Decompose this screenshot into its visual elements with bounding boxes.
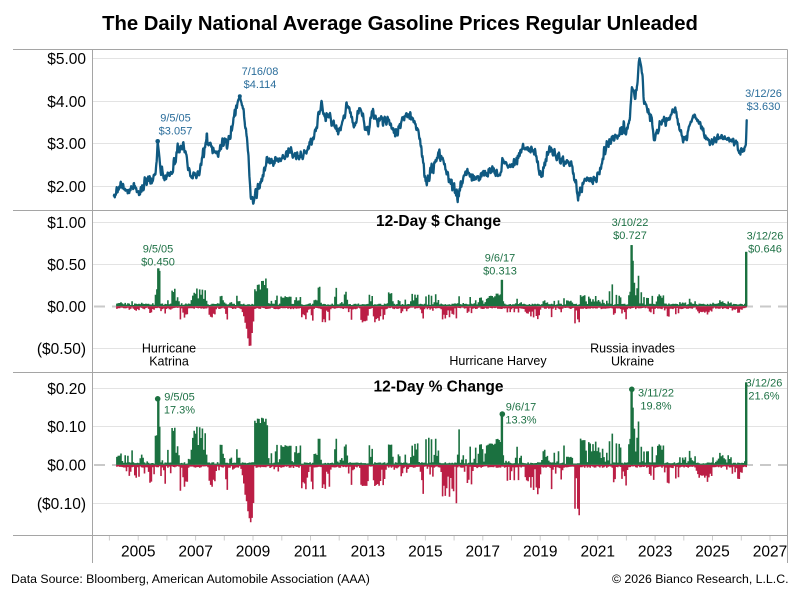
svg-text:$0.313: $0.313: [483, 266, 517, 278]
svg-text:$0.00: $0.00: [47, 299, 86, 316]
svg-text:2017: 2017: [466, 544, 500, 561]
svg-text:2007: 2007: [178, 544, 212, 561]
svg-text:Russia invades: Russia invades: [590, 342, 675, 356]
svg-text:3/10/22: 3/10/22: [612, 217, 649, 229]
svg-text:$3.00: $3.00: [47, 136, 86, 153]
svg-text:12-Day $ Change: 12-Day $ Change: [376, 213, 501, 230]
svg-text:Hurricane Harvey: Hurricane Harvey: [449, 354, 547, 368]
svg-text:13.3%: 13.3%: [505, 415, 536, 427]
svg-text:$0.450: $0.450: [141, 256, 175, 268]
svg-text:The Daily National Average Gas: The Daily National Average Gasoline Pric…: [102, 13, 698, 35]
svg-text:17.3%: 17.3%: [164, 405, 195, 417]
svg-text:2025: 2025: [695, 544, 729, 561]
svg-text:$5.00: $5.00: [47, 51, 86, 68]
svg-text:$4.00: $4.00: [47, 94, 86, 111]
svg-text:2021: 2021: [580, 544, 614, 561]
svg-text:$4.114: $4.114: [244, 79, 277, 91]
svg-text:$0.20: $0.20: [47, 381, 86, 398]
svg-text:Hurricane: Hurricane: [142, 342, 196, 356]
svg-text:$3.630: $3.630: [747, 101, 781, 113]
svg-text:3/12/26: 3/12/26: [746, 378, 783, 390]
svg-text:2027: 2027: [753, 544, 787, 561]
svg-text:2015: 2015: [408, 544, 442, 561]
svg-text:19.8%: 19.8%: [640, 401, 671, 413]
svg-text:3/11/22: 3/11/22: [638, 388, 674, 400]
svg-text:9/5/05: 9/5/05: [164, 392, 195, 404]
svg-text:9/6/17: 9/6/17: [506, 402, 537, 414]
svg-text:Katrina: Katrina: [149, 355, 189, 369]
svg-text:12-Day % Change: 12-Day % Change: [373, 379, 503, 396]
svg-text:2009: 2009: [236, 544, 270, 561]
svg-text:© 2026 Bianco Research, L.L.C.: © 2026 Bianco Research, L.L.C.: [612, 572, 789, 586]
svg-text:9/6/17: 9/6/17: [485, 253, 516, 265]
svg-text:9/5/05: 9/5/05: [143, 243, 174, 255]
svg-text:9/5/05: 9/5/05: [160, 113, 191, 125]
svg-text:2019: 2019: [523, 544, 557, 561]
svg-text:$2.00: $2.00: [47, 179, 86, 196]
svg-text:Data Source: Bloomberg, Americ: Data Source: Bloomberg, American Automob…: [11, 572, 370, 586]
svg-text:2005: 2005: [121, 544, 155, 561]
svg-text:$1.00: $1.00: [47, 215, 86, 232]
svg-text:$0.10: $0.10: [47, 419, 86, 436]
svg-text:$0.646: $0.646: [748, 244, 782, 256]
svg-text:$0.50: $0.50: [47, 257, 86, 274]
svg-text:($0.10): ($0.10): [37, 496, 86, 513]
svg-text:3/12/26: 3/12/26: [745, 88, 782, 100]
svg-text:$0.727: $0.727: [613, 230, 647, 242]
svg-text:3/12/26: 3/12/26: [747, 231, 784, 243]
svg-text:2011: 2011: [294, 544, 327, 561]
svg-text:$0.00: $0.00: [47, 458, 86, 475]
svg-text:21.6%: 21.6%: [748, 391, 779, 403]
svg-text:($0.50): ($0.50): [37, 341, 86, 358]
svg-text:7/16/08: 7/16/08: [242, 66, 279, 78]
svg-text:Ukraine: Ukraine: [611, 355, 654, 369]
svg-text:2023: 2023: [638, 544, 672, 561]
svg-text:2013: 2013: [351, 544, 385, 561]
svg-text:$3.057: $3.057: [159, 126, 193, 138]
